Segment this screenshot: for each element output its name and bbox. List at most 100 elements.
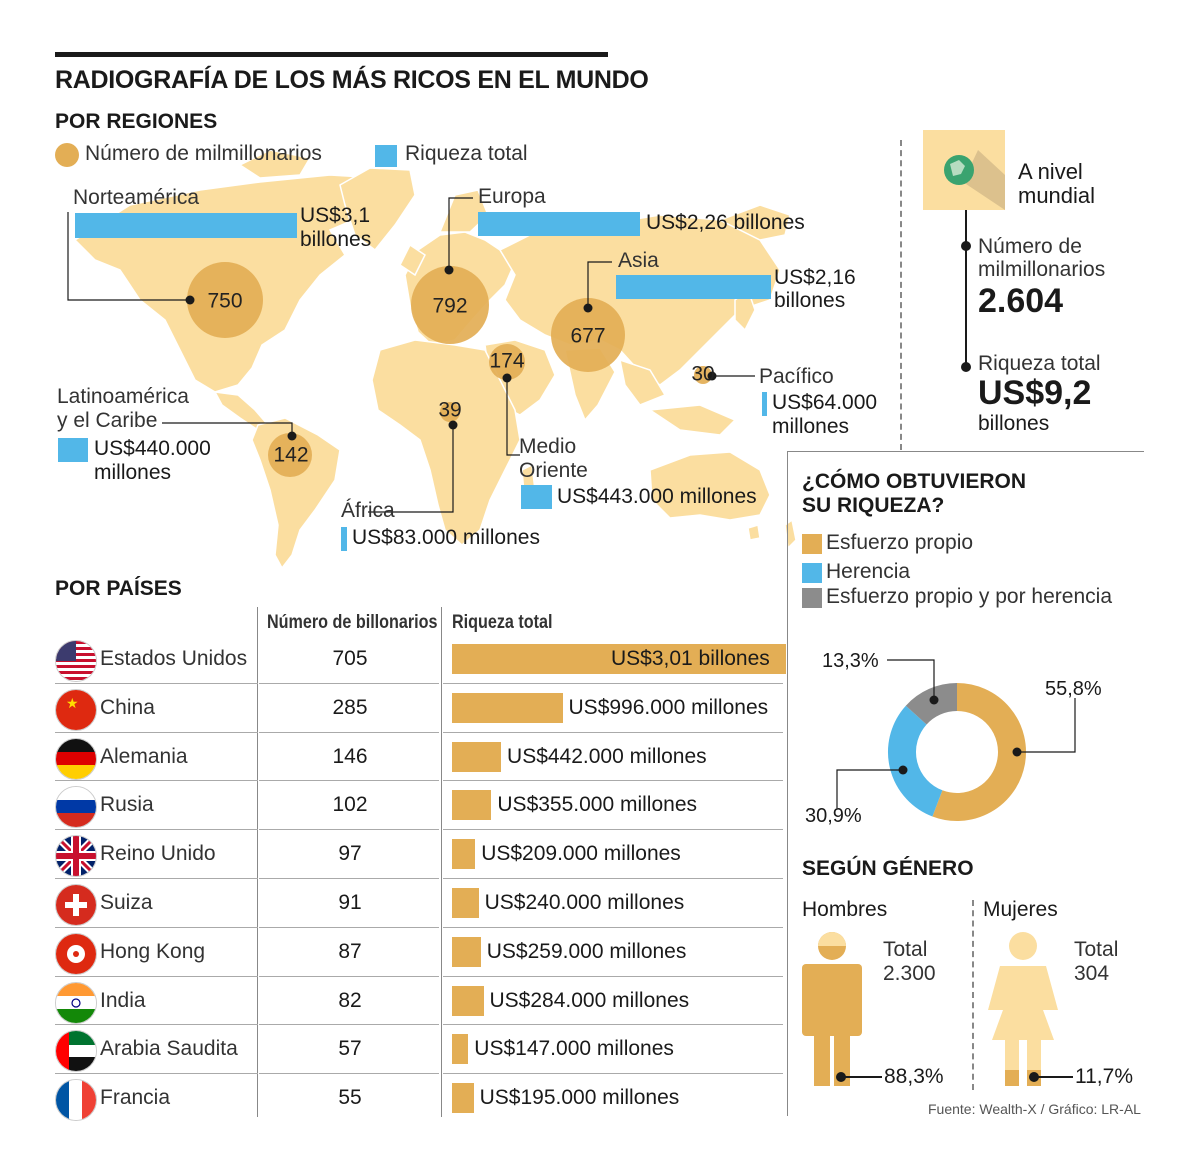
- global-count-value: 2.604: [978, 282, 1064, 320]
- panel-top-rule: [787, 451, 1144, 452]
- source-credit: Fuente: Wealth-X / Gráfico: LR-AL: [928, 1101, 1141, 1117]
- title-rule: [55, 52, 608, 57]
- region-bubbles: [187, 262, 712, 477]
- wealth-bar: [452, 888, 479, 918]
- wealth-value: US$259.000 millones: [486, 939, 687, 963]
- donut-leader-dot: [929, 695, 939, 705]
- how-donut-chart: 55,8% 30,9% 13,3%: [805, 650, 1102, 827]
- region-name: Norteamérica: [73, 186, 200, 209]
- global-wealth-unit: billones: [978, 412, 1050, 435]
- bubble-medio-oriente: [489, 344, 525, 380]
- country-count: 57: [338, 1037, 362, 1061]
- how-heading-2: SU RIQUEZA?: [802, 494, 945, 517]
- donut-pct-label: 55,8%: [1045, 678, 1102, 700]
- country-count: 97: [338, 842, 362, 866]
- wealth-value: US$3,01 billones: [611, 647, 770, 670]
- bubble-africa: [440, 402, 460, 422]
- bubble-asia: [551, 298, 625, 372]
- country-count: 102: [332, 793, 368, 817]
- women-pct-leader: [1033, 1076, 1073, 1078]
- men-pct-dot: [836, 1072, 846, 1082]
- global-dot: [961, 241, 971, 251]
- country-name: Alemania: [100, 744, 188, 768]
- bar-medio-oriente: [521, 485, 552, 509]
- men-total-value: 2.300: [883, 962, 936, 985]
- wealth-value: US$442.000 millones: [507, 744, 707, 768]
- row-divider: [443, 1073, 783, 1075]
- row-divider: [443, 829, 783, 831]
- row-divider: [443, 1024, 783, 1026]
- country-count: 146: [332, 744, 368, 768]
- row-divider: [55, 829, 258, 831]
- row-divider: [259, 829, 439, 831]
- global-divider: [900, 140, 902, 450]
- donut-leader: [836, 769, 903, 808]
- global-count-label: Número de: [978, 235, 1082, 258]
- gender-heading: SEGÚN GÉNERO: [802, 857, 974, 880]
- row-divider: [55, 1073, 258, 1075]
- men-pct: 88,3%: [884, 1065, 944, 1088]
- count-pacifico: 30: [691, 363, 714, 386]
- row-divider: [259, 780, 439, 782]
- page-title: RADIOGRAFÍA DE LOS MÁS RICOS EN EL MUNDO: [55, 66, 649, 94]
- global-wealth-value: US$9,2: [978, 374, 1092, 412]
- row-divider: [259, 878, 439, 879]
- donut-pct-label: 13,3%: [822, 650, 879, 672]
- row-divider: [259, 731, 439, 733]
- region-wealth: US$2,16: [774, 266, 856, 289]
- country-name: China: [100, 695, 155, 719]
- donut-pct-label: 30,9%: [805, 805, 862, 827]
- regions-heading: POR REGIONES: [55, 110, 218, 133]
- row-divider: [259, 926, 439, 928]
- bar-asia: [616, 275, 771, 299]
- count-latam: 142: [273, 444, 308, 467]
- wealth-value: US$195.000 millones: [479, 1086, 680, 1110]
- bar-latam: [58, 438, 88, 462]
- wealth-bar: [452, 692, 563, 723]
- wealth-value: US$284.000 millones: [489, 988, 690, 1012]
- row-divider: [443, 682, 783, 684]
- legend-bubble-label: Número de milmillonarios: [85, 142, 322, 165]
- country-count: 87: [338, 939, 362, 963]
- region-wealth-unit: millones: [772, 415, 850, 438]
- row-divider: [259, 975, 439, 977]
- country-count: 91: [338, 891, 362, 914]
- flag-de-icon: [55, 737, 97, 780]
- flag-sa-icon: [55, 1030, 97, 1073]
- row-divider: [55, 731, 258, 733]
- country-name: Arabia Saudita: [100, 1037, 238, 1061]
- flag-ru-icon: [55, 786, 97, 829]
- country-name: Hong Kong: [100, 939, 206, 963]
- bubble-pacifico: [694, 366, 712, 384]
- gender-divider: [972, 900, 974, 1090]
- flag-gb-icon: [55, 835, 97, 878]
- count-norteamerica: 750: [207, 290, 242, 313]
- region-wealth: US$443.000 millones: [557, 485, 757, 508]
- man-figure-icon: [802, 932, 862, 1086]
- row-divider: [55, 926, 258, 928]
- how-legend-swatch: [802, 534, 822, 554]
- globe-icon: [944, 150, 1005, 210]
- how-legend-label: Herencia: [826, 560, 911, 583]
- bar-europa: [478, 212, 640, 236]
- donut-leader-dot: [1012, 747, 1022, 757]
- country-name: Estados Unidos: [100, 647, 248, 670]
- wealth-value: US$355.000 millones: [497, 793, 698, 817]
- region-name: África: [341, 499, 395, 522]
- global-title: A nivel: [1018, 159, 1083, 184]
- countries-heading: POR PAÍSES: [55, 577, 182, 600]
- flag-ch-icon: [55, 884, 97, 926]
- flag-us-icon: [55, 640, 97, 682]
- men-pct-leader: [840, 1076, 882, 1078]
- row-divider: [55, 1024, 258, 1026]
- bubble-latam: [268, 433, 312, 477]
- how-legend-label: Esfuerzo propio y por herencia: [826, 585, 1112, 608]
- country-count: 82: [338, 988, 362, 1012]
- flag-in-icon: [55, 981, 97, 1024]
- svg-text:★: ★: [66, 695, 79, 711]
- global-wealth-label: Riqueza total: [978, 352, 1101, 375]
- bar-africa: [341, 527, 347, 551]
- region-wealth: US$64.000: [772, 391, 878, 414]
- row-divider: [55, 780, 258, 782]
